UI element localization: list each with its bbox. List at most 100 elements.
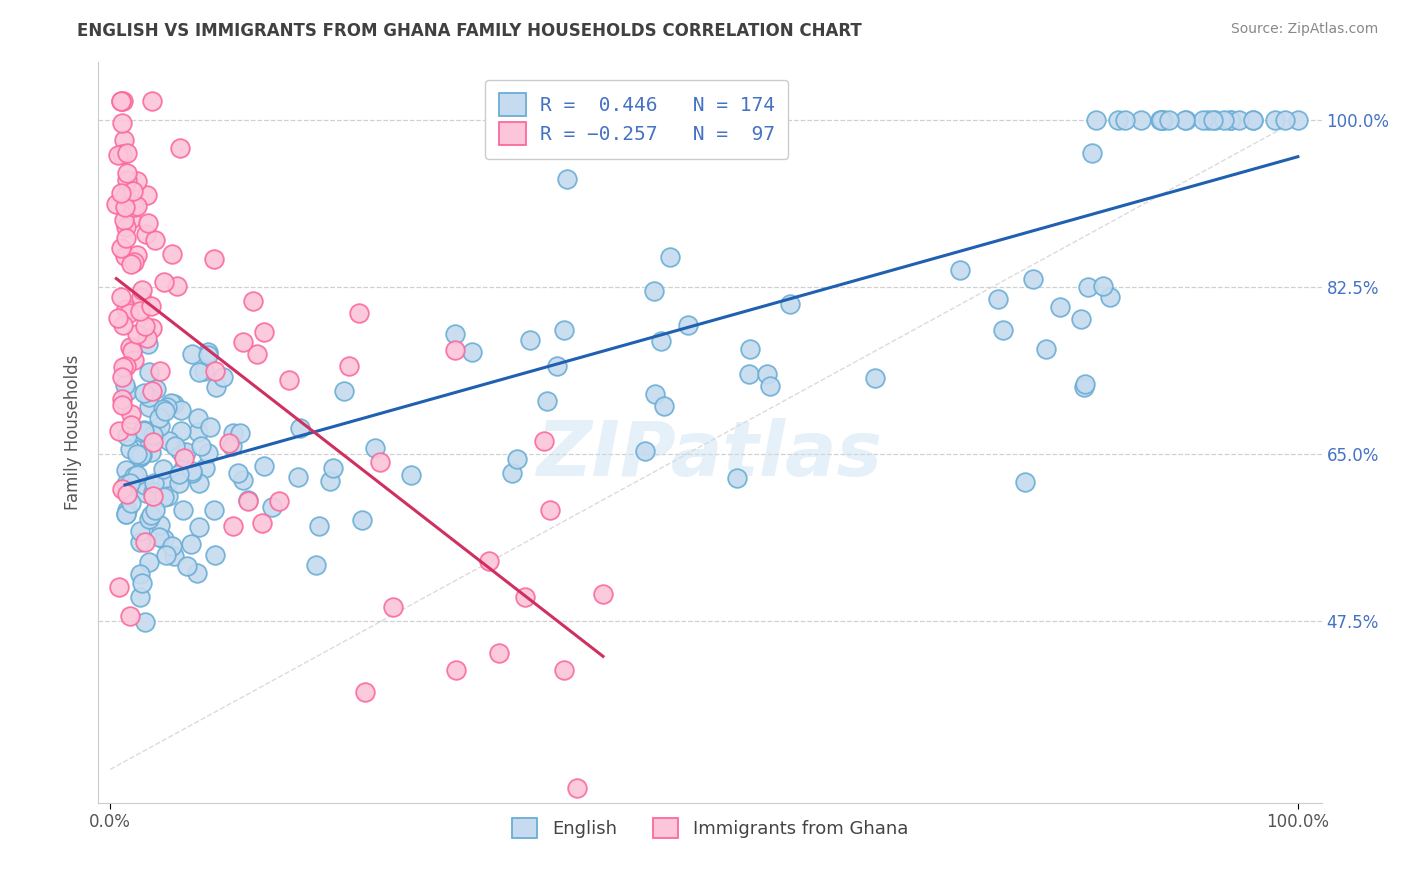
Point — [145, 425, 167, 440]
Point — [347, 306, 370, 320]
Point — [162, 549, 184, 563]
Point — [134, 423, 156, 437]
Point — [197, 348, 219, 362]
Point — [644, 387, 666, 401]
Point — [1204, 112, 1226, 127]
Point — [107, 148, 129, 162]
Point — [114, 359, 136, 373]
Point — [863, 371, 886, 385]
Point — [1107, 112, 1129, 127]
Point — [148, 410, 170, 425]
Point — [218, 435, 240, 450]
Point — [1152, 112, 1174, 127]
Point — [122, 342, 145, 356]
Point — [152, 402, 174, 417]
Point — [1286, 112, 1309, 127]
Point — [138, 390, 160, 404]
Point — [131, 575, 153, 590]
Point — [117, 173, 139, 187]
Point — [181, 464, 204, 478]
Point — [127, 248, 149, 262]
Point — [1074, 377, 1097, 392]
Point — [350, 513, 373, 527]
Point — [136, 187, 159, 202]
Point — [180, 537, 202, 551]
Point — [141, 94, 163, 108]
Point — [194, 460, 217, 475]
Point — [444, 327, 467, 342]
Point — [149, 364, 172, 378]
Point — [120, 496, 142, 510]
Point — [152, 462, 174, 476]
Point — [1073, 380, 1095, 394]
Point — [135, 227, 157, 242]
Point — [138, 434, 160, 448]
Point — [1159, 112, 1181, 127]
Point — [121, 343, 143, 358]
Point — [142, 485, 165, 500]
Point — [1192, 112, 1215, 127]
Point — [169, 443, 191, 458]
Point — [1114, 112, 1136, 127]
Point — [142, 489, 165, 503]
Point — [136, 216, 159, 230]
Point — [236, 493, 259, 508]
Point — [1014, 475, 1036, 489]
Point — [1241, 112, 1264, 127]
Point — [129, 290, 152, 304]
Point — [111, 318, 134, 332]
Point — [755, 367, 778, 381]
Point — [506, 452, 529, 467]
Point — [187, 425, 209, 439]
Point — [246, 347, 269, 361]
Point — [145, 382, 167, 396]
Point — [122, 184, 145, 198]
Point — [112, 132, 135, 146]
Point — [118, 476, 141, 491]
Point — [114, 249, 136, 263]
Point — [120, 609, 142, 624]
Point — [633, 444, 655, 458]
Point — [110, 290, 132, 304]
Point — [1197, 112, 1219, 127]
Point — [115, 146, 138, 161]
Point — [193, 364, 215, 378]
Point — [153, 403, 176, 417]
Point — [1227, 112, 1250, 127]
Point — [107, 310, 129, 325]
Point — [138, 400, 160, 414]
Point — [157, 434, 180, 448]
Point — [134, 534, 156, 549]
Point — [399, 468, 422, 483]
Point — [555, 172, 578, 186]
Point — [565, 781, 588, 796]
Point — [163, 397, 186, 411]
Point — [1152, 112, 1174, 127]
Point — [110, 186, 132, 200]
Point — [145, 502, 167, 516]
Point — [202, 503, 225, 517]
Point — [153, 490, 176, 504]
Point — [381, 599, 404, 614]
Point — [652, 399, 675, 413]
Point — [991, 323, 1014, 337]
Point — [115, 384, 138, 399]
Point — [120, 212, 142, 227]
Text: ZIPatlas: ZIPatlas — [537, 417, 883, 491]
Point — [138, 365, 160, 379]
Point — [190, 439, 212, 453]
Point — [167, 467, 190, 482]
Point — [229, 426, 252, 441]
Point — [114, 213, 136, 227]
Point — [204, 364, 226, 378]
Point — [172, 461, 194, 475]
Point — [134, 477, 156, 491]
Point — [134, 615, 156, 629]
Point — [1149, 112, 1171, 127]
Point — [128, 590, 150, 604]
Point — [252, 516, 274, 530]
Point — [129, 448, 152, 462]
Point — [122, 469, 145, 483]
Point — [643, 284, 665, 298]
Point — [1091, 279, 1114, 293]
